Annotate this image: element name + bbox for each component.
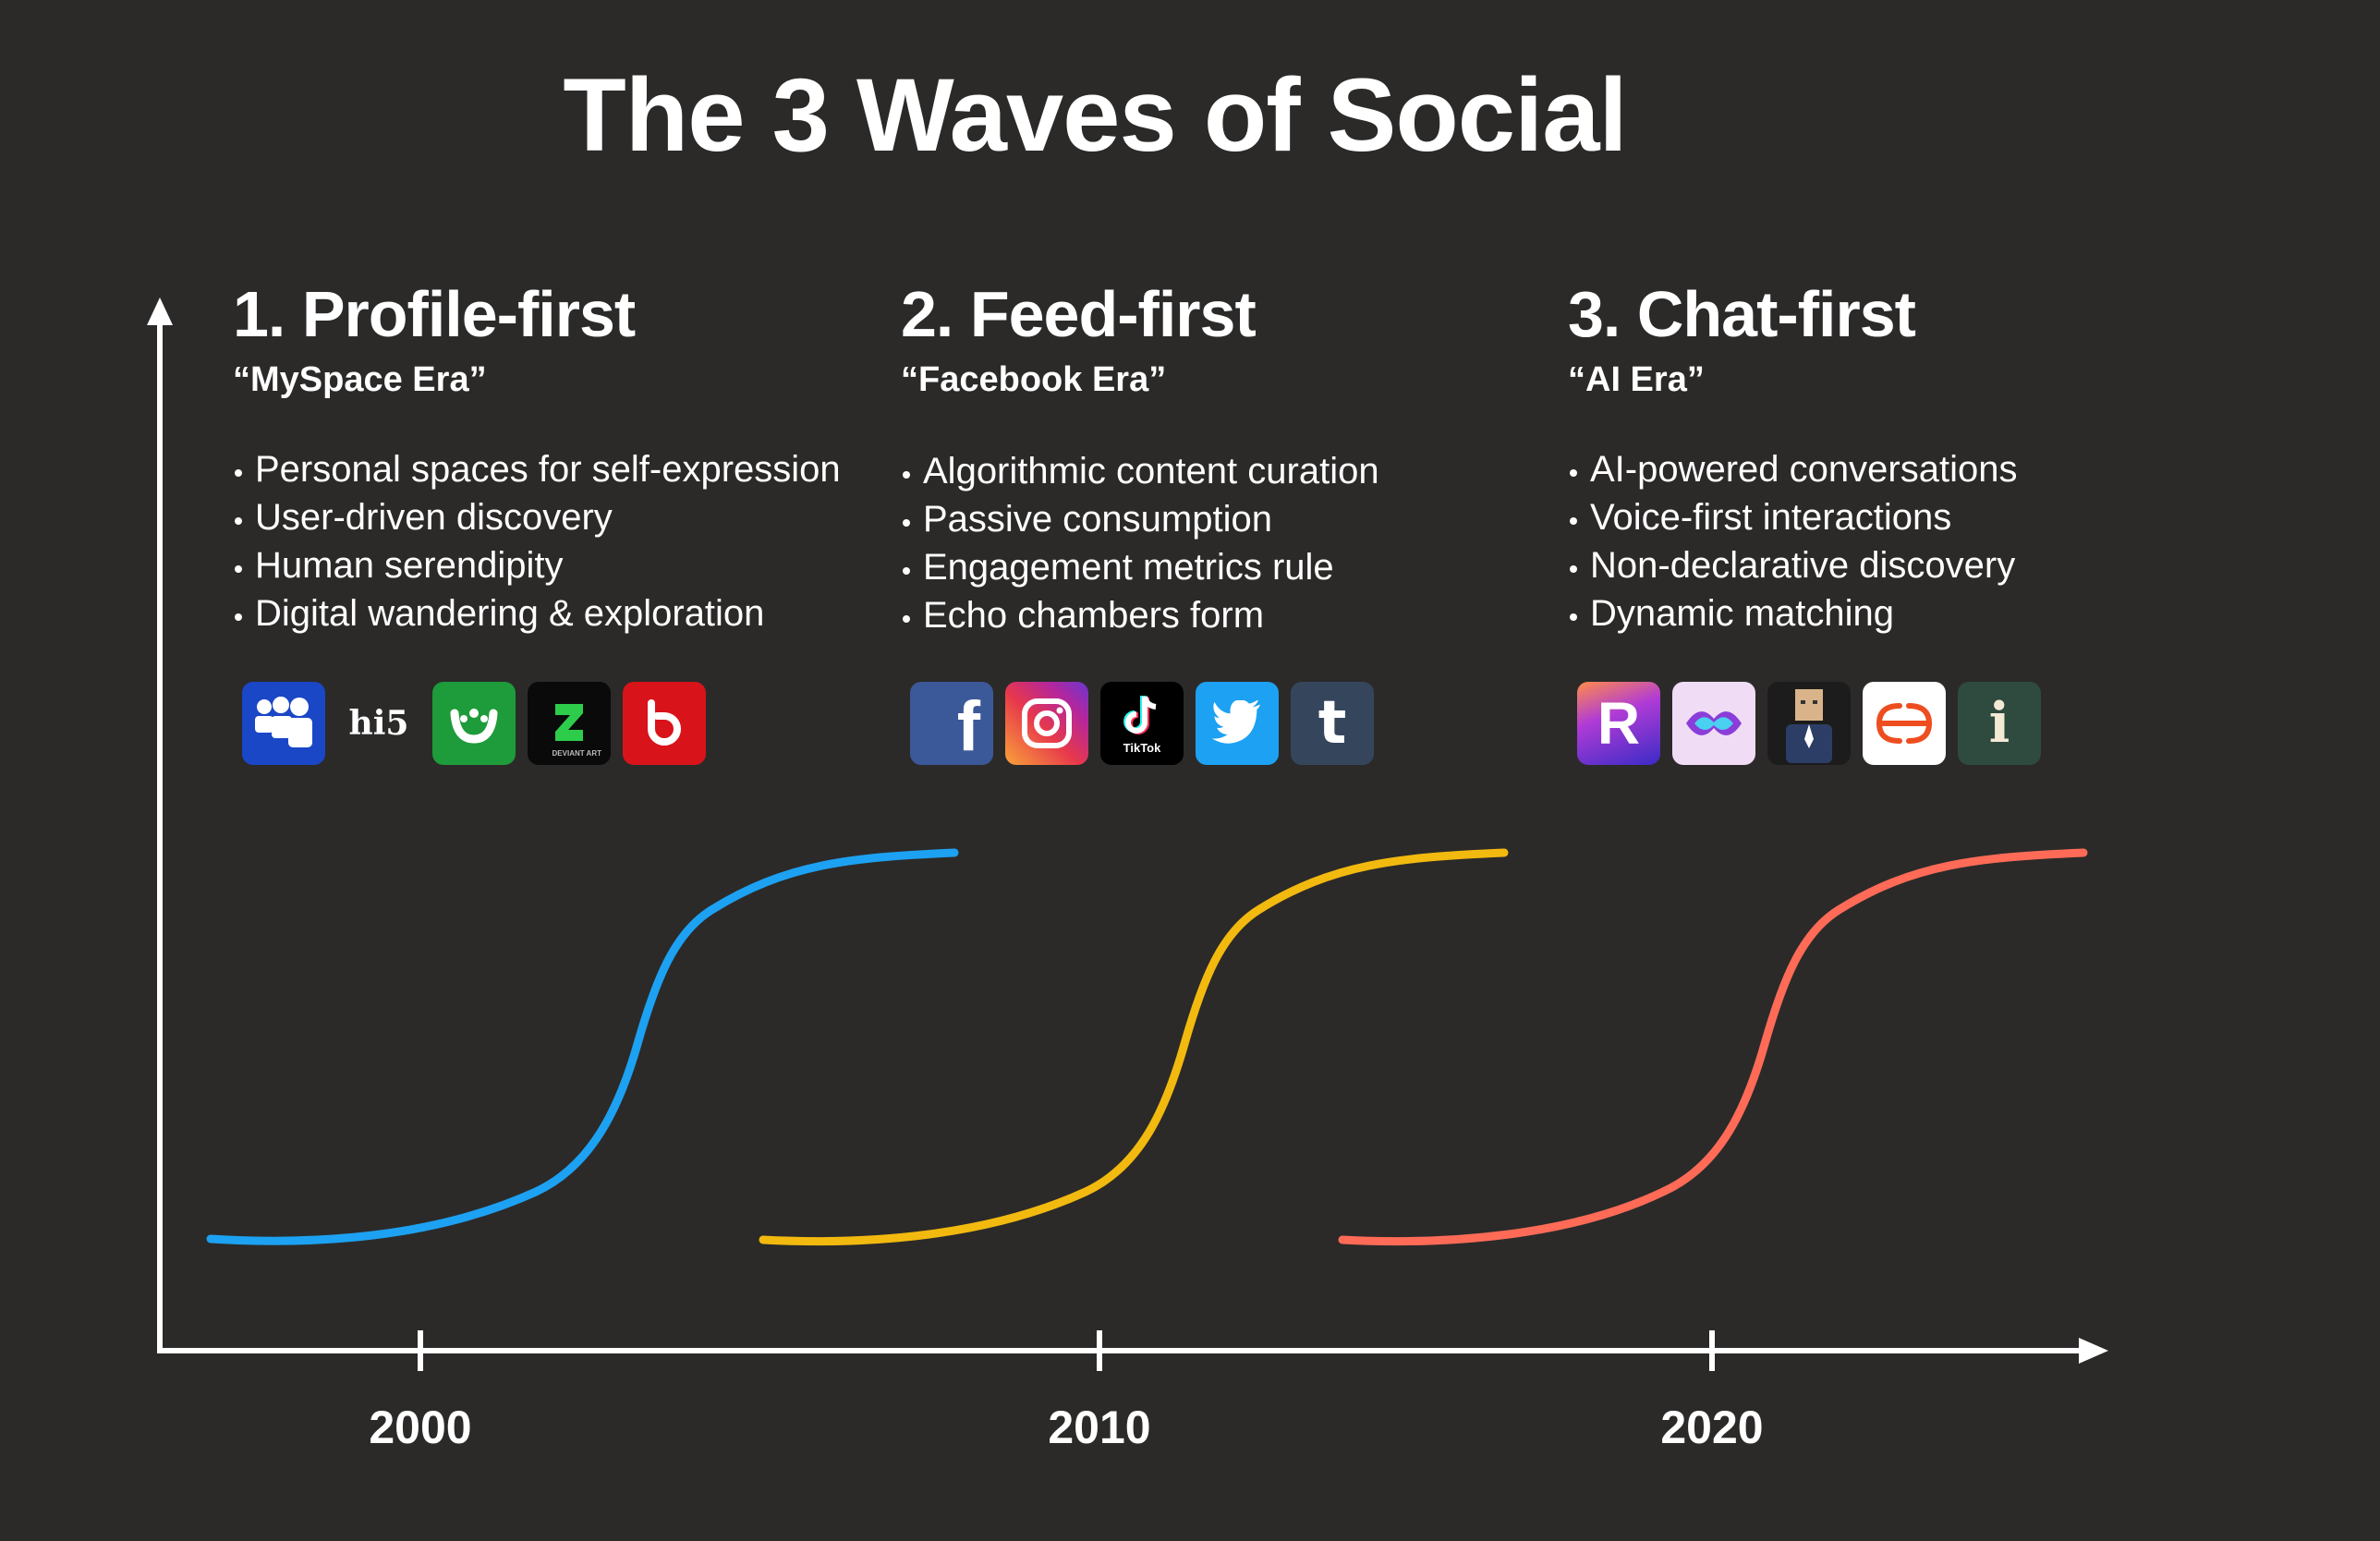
wave-era: “Facebook Era” bbox=[901, 360, 1167, 399]
bullet-dot-icon bbox=[1570, 565, 1577, 573]
wave-heading: 3. Chat-first bbox=[1568, 278, 1916, 350]
bullet-item: Echo chambers form bbox=[901, 591, 1548, 639]
wave-heading: 1. Profile-first bbox=[233, 278, 636, 350]
wave-profile-first: 1. Profile-first “MySpace Era” Personal … bbox=[233, 277, 880, 637]
wave-era: “AI Era” bbox=[1568, 360, 1705, 399]
friendster-icon bbox=[432, 682, 516, 765]
x-tick-label-2020: 2020 bbox=[1660, 1401, 1764, 1453]
talkie-icon bbox=[1672, 682, 1755, 765]
bullet-item: User-driven discovery bbox=[233, 493, 880, 541]
x-tick-label-2000: 2000 bbox=[369, 1401, 472, 1453]
bebo-icon bbox=[623, 682, 706, 765]
wave-curve-1 bbox=[206, 848, 959, 1245]
wave-chat-first: 3. Chat-first “AI Era” AI-powered conver… bbox=[1568, 277, 2215, 637]
bullet-dot-icon bbox=[235, 469, 242, 477]
bullet-dot-icon bbox=[235, 517, 242, 525]
bullet-item: AI-powered conversations bbox=[1568, 445, 2215, 493]
bullet-item: Personal spaces for self-expression bbox=[233, 445, 880, 493]
x-axis-arrow-icon bbox=[2079, 1338, 2108, 1364]
replika-icon: R bbox=[1577, 682, 1660, 765]
twitter-icon bbox=[1196, 682, 1279, 765]
wave-feed-first: 2. Feed-first “Facebook Era” Algorithmic… bbox=[901, 277, 1548, 639]
character-ai-icon bbox=[1863, 682, 1946, 765]
bullet-dot-icon bbox=[903, 567, 910, 575]
bullet-item: Voice-first interactions bbox=[1568, 493, 2215, 541]
bullet-dot-icon bbox=[235, 613, 242, 621]
wave-bullets: Personal spaces for self-expression User… bbox=[233, 445, 880, 637]
wave-era: “MySpace Era” bbox=[233, 360, 487, 399]
x-tick-label-2010: 2010 bbox=[1048, 1401, 1151, 1453]
bullet-item: Algorithmic content curation bbox=[901, 447, 1548, 495]
bullet-item: Passive consumption bbox=[901, 495, 1548, 543]
tiktok-icon: TikTok bbox=[1100, 682, 1184, 765]
wave-bullets: Algorithmic content curation Passive con… bbox=[901, 447, 1548, 639]
bullet-dot-icon bbox=[903, 615, 910, 623]
bullet-dot-icon bbox=[903, 471, 910, 479]
bullet-item: Human serendipity bbox=[233, 541, 880, 589]
bullet-dot-icon bbox=[1570, 469, 1577, 477]
bullet-dot-icon bbox=[1570, 613, 1577, 621]
page-title: The 3 Waves of Social bbox=[563, 57, 1627, 173]
deviantart-icon: DEVIANT ART bbox=[528, 682, 611, 765]
wave-heading: 2. Feed-first bbox=[901, 278, 1257, 350]
bullet-item: Dynamic matching bbox=[1568, 589, 2215, 637]
myspace-icon bbox=[242, 682, 325, 765]
hi5-icon: hi5 bbox=[348, 704, 409, 743]
instagram-icon bbox=[1005, 682, 1088, 765]
wave-bullets: AI-powered conversations Voice-first int… bbox=[1568, 445, 2215, 637]
bullet-item: Digital wandering & exploration bbox=[233, 589, 880, 637]
x-axis bbox=[157, 1330, 2108, 1371]
bullet-dot-icon bbox=[903, 519, 910, 527]
tumblr-icon: t bbox=[1291, 682, 1374, 765]
y-axis-arrow-icon bbox=[147, 297, 173, 325]
inflection-pi-icon: i bbox=[1958, 682, 2041, 765]
wave-curve-3 bbox=[1338, 848, 2088, 1246]
wave-curve-2 bbox=[759, 848, 1509, 1246]
bullet-dot-icon bbox=[1570, 517, 1577, 525]
y-axis bbox=[147, 297, 173, 1353]
bullet-item: Engagement metrics rule bbox=[901, 543, 1548, 591]
avatar-app-icon bbox=[1767, 682, 1851, 765]
bullet-item: Non-declarative discovery bbox=[1568, 541, 2215, 589]
facebook-icon: f bbox=[910, 682, 993, 765]
bullet-dot-icon bbox=[235, 565, 242, 573]
